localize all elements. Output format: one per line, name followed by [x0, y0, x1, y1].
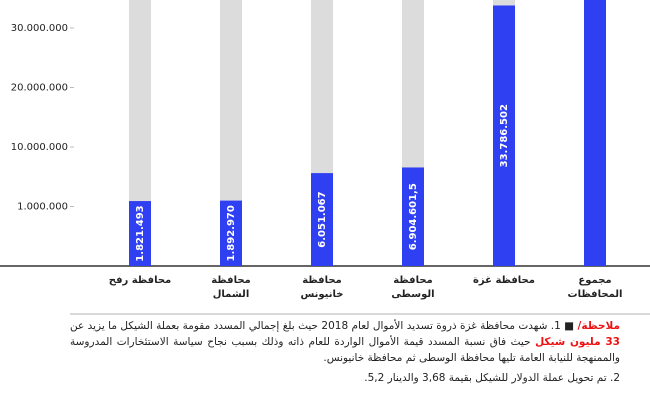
- note-text: حيث فاق نسبة المسدد قيمة الأموال الواردة…: [70, 336, 620, 364]
- note-1: ملاحظة/ ■ 1. شهدت محافظة غزة ذروة تسديد …: [70, 320, 620, 364]
- value-label: 6.904.601,5: [408, 183, 419, 250]
- value-label: 6.051.067: [317, 191, 328, 247]
- bar: [493, 5, 515, 267]
- value-label: 1.892.970: [226, 205, 237, 261]
- y-tick-label: 10.000.000: [11, 142, 68, 153]
- bar-track: [220, 0, 242, 266]
- x-tick-label: محافظة الشمال: [211, 275, 251, 300]
- x-tick-label: مجموع المحافظات: [567, 275, 623, 300]
- x-tick-label: محافظة الوسطى: [391, 275, 435, 300]
- value-label: 1.821.493: [135, 205, 146, 261]
- notes: ملاحظة/ ■ 1. شهدت محافظة غزة ذروة تسديد …: [70, 318, 620, 386]
- x-tick-label: محافظة غزة: [473, 275, 535, 286]
- bar: [129, 201, 151, 266]
- x-tick-label: محافظة خانيونس: [300, 275, 344, 300]
- note-label: ملاحظة/: [577, 320, 620, 332]
- y-tick-label: 30.000.000: [11, 23, 68, 34]
- bar-track: [129, 0, 151, 266]
- note-highlight: 33 مليون شيكل: [535, 336, 620, 348]
- bar: [220, 200, 242, 266]
- y-tick-label: 20.000.000: [11, 83, 68, 94]
- y-tick-label: 1.000.000: [17, 202, 68, 213]
- bar: [584, 0, 606, 266]
- note-2: 2. تم تحويل عملة الدولار للشيكل بقيمة 3,…: [364, 372, 620, 384]
- value-label: 33.786.502: [499, 104, 510, 167]
- x-tick-label: محافظة رفح: [108, 275, 172, 286]
- note-text: 1. شهدت محافظة غزة ذروة تسديد الأموال لع…: [70, 320, 561, 332]
- bar: [402, 167, 424, 266]
- bar: [311, 173, 333, 266]
